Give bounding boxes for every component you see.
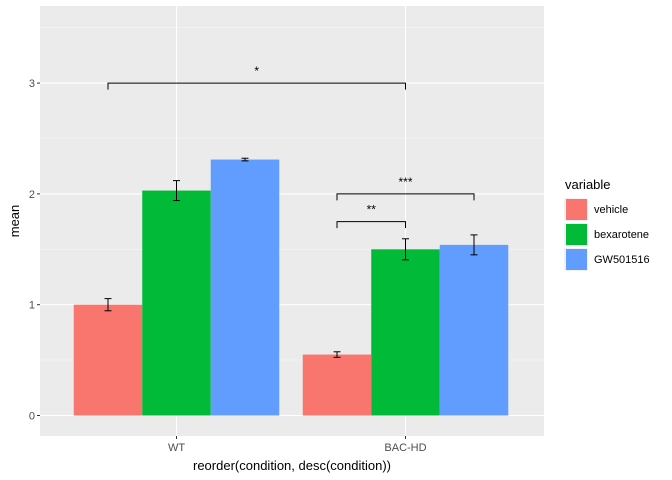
bar-bexarotene-BAC-HD	[371, 249, 440, 416]
error-bar-bexarotene-WT	[173, 180, 180, 202]
x-tick-label: WT	[168, 442, 185, 454]
legend-label: bexarotene	[594, 229, 649, 241]
bars-group	[73, 159, 509, 416]
significance-bracket: *	[107, 64, 406, 90]
bar-GW501516-BAC-HD	[439, 244, 509, 416]
y-tick-label: 3	[29, 78, 35, 90]
bar-GW501516-WT	[210, 159, 280, 416]
error-bar-bexarotene-BAC-HD	[402, 238, 409, 261]
legend-label: GW501516	[594, 254, 650, 266]
y-axis: 0 1 2 3	[29, 78, 40, 423]
x-axis: WT BAC-HD	[168, 436, 427, 454]
y-tick-label: 0	[29, 411, 35, 423]
legend-item-bexarotene: bexarotene	[564, 223, 649, 246]
legend-title: variable	[565, 177, 611, 192]
error-bar-vehicle-WT	[104, 298, 112, 312]
significance-label: *	[254, 64, 259, 78]
legend-item-GW501516: GW501516	[564, 248, 650, 271]
legend-swatch	[566, 199, 587, 220]
legend-label: vehicle	[594, 204, 628, 216]
significance-label: ***	[398, 175, 412, 189]
bar-vehicle-BAC-HD	[302, 354, 372, 416]
significance-bracket: ***	[336, 175, 475, 201]
bar-bexarotene-WT	[142, 190, 211, 416]
y-tick-label: 1	[29, 300, 35, 312]
significance-bracket: **	[336, 203, 406, 229]
bracket-line	[107, 82, 406, 90]
bracket-line	[336, 193, 475, 201]
bar-vehicle-WT	[73, 304, 143, 416]
significance-brackets: ******	[107, 64, 475, 229]
bracket-line	[336, 221, 406, 229]
error-bar-vehicle-BAC-HD	[333, 351, 341, 358]
y-axis-title: mean	[7, 205, 22, 238]
legend-swatch	[566, 224, 587, 245]
x-axis-title: reorder(condition, desc(condition))	[193, 458, 391, 473]
error-bars-group	[104, 157, 478, 358]
legend-swatch	[566, 249, 587, 270]
error-bar-GW501516-WT	[241, 157, 249, 162]
legend: variable vehicle bexarotene GW501516	[564, 177, 650, 271]
significance-label: **	[367, 203, 377, 217]
y-tick-label: 2	[29, 189, 35, 201]
legend-item-vehicle: vehicle	[564, 198, 628, 221]
error-bar-GW501516-BAC-HD	[470, 234, 478, 256]
x-tick-label: BAC-HD	[384, 442, 426, 454]
